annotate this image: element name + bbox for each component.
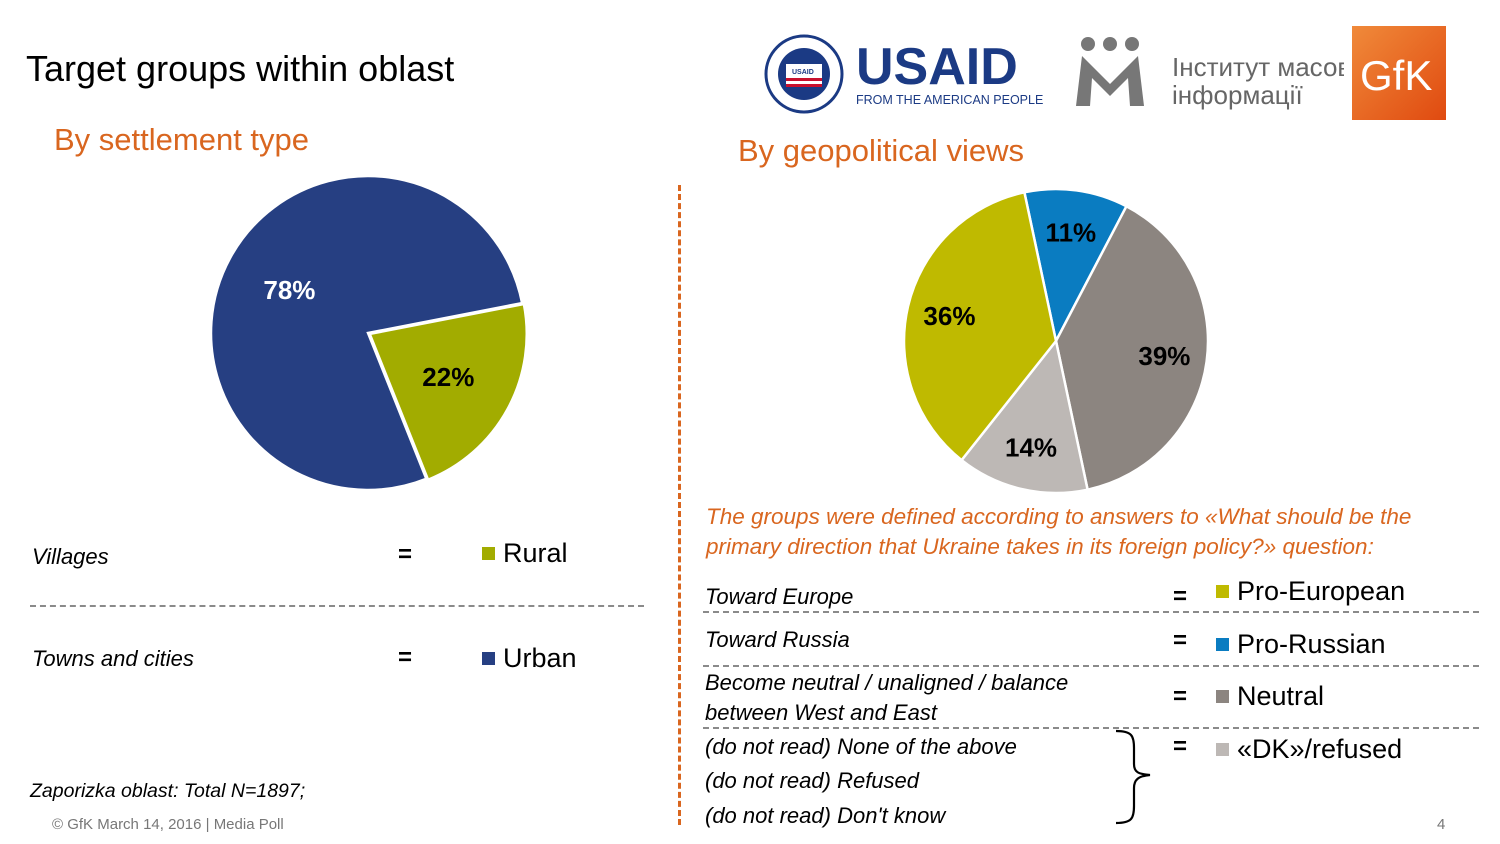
pie-label-neutral: 39%	[1138, 341, 1190, 371]
row-label-towns: Towns and cities	[32, 646, 194, 671]
row-label-dont-know: (do not read) Don't know	[705, 803, 946, 828]
pie-slice-pro-russian	[1022, 187, 1129, 345]
pie-slice-urban	[209, 174, 524, 492]
equals-sign: =	[1173, 733, 1188, 760]
legend-swatch-pro-russian	[1216, 637, 1229, 651]
legend-item-rural: Rural	[482, 538, 568, 568]
pie-slice-rural	[368, 302, 529, 482]
legend-label-pro-russian: Pro-Russian	[1237, 629, 1386, 659]
equals-sign: =	[1173, 627, 1188, 654]
page-number: 4	[1437, 816, 1446, 833]
row-divider	[703, 665, 1479, 667]
legend-item-neutral: Neutral	[1216, 681, 1324, 711]
imi-logo: Інститут масової інформації	[1074, 36, 1373, 112]
page-title: Target groups within oblast	[26, 48, 455, 89]
footer-copyright: © GfK March 14, 2016 | Media Poll	[52, 816, 284, 833]
legend-swatch-urban	[482, 651, 495, 665]
usaid-tagline: FROM THE AMERICAN PEOPLE	[856, 93, 1043, 107]
pie-slice-dk-refused	[959, 338, 1090, 495]
legend-label-pro-european: Pro-European	[1237, 576, 1406, 606]
section-divider	[678, 185, 681, 825]
equals-sign: =	[1173, 683, 1188, 710]
usaid-logo: USAID USAID FROM THE AMERICAN PEOPLE	[764, 34, 1054, 114]
svg-text:USAID: USAID	[792, 69, 814, 76]
legend-swatch-rural	[482, 546, 495, 560]
legend-label-dk-refused: «DK»/refused	[1237, 734, 1403, 764]
legend-swatch-pro-european	[1216, 584, 1229, 598]
pie-label-pro-european: 36%	[923, 301, 975, 331]
row-label-refused: (do not read) Refused	[705, 768, 920, 793]
equals-sign: =	[1173, 583, 1188, 610]
legend-label-urban: Urban	[503, 643, 577, 673]
pie-label-urban: 78%	[263, 275, 315, 305]
row-label-villages: Villages	[32, 544, 109, 569]
usaid-seal-icon: USAID USAID FROM THE AMERICAN PEOPLE	[764, 34, 1043, 114]
row-divider	[703, 727, 1479, 729]
sample-note: Zaporizka oblast: Total N=1897;	[30, 780, 306, 802]
equals-sign: =	[398, 541, 413, 568]
equals-sign: =	[398, 644, 413, 671]
legend-swatch-dk-refused	[1216, 742, 1229, 756]
row-divider	[30, 605, 644, 607]
pie-label-dk-refused: 14%	[1005, 433, 1057, 463]
row-label-toward-russia: Toward Russia	[705, 627, 850, 652]
imi-emblem-icon: Інститут масової інформації	[1076, 37, 1373, 110]
row-label-neutral-line1: Become neutral / unaligned / balance	[705, 670, 1069, 695]
legend-label-rural: Rural	[503, 538, 568, 568]
legend-label-neutral: Neutral	[1237, 681, 1325, 711]
usaid-wordmark: USAID	[856, 38, 1018, 96]
section-title-settlement: By settlement type	[54, 122, 310, 157]
gfk-logo-icon: GfK	[1352, 26, 1446, 120]
row-label-neutral-line2: between West and East	[705, 700, 937, 725]
row-label-none-of-above: (do not read) None of the above	[705, 734, 1017, 759]
gfk-wordmark: GfK	[1360, 52, 1432, 99]
legend-item-urban: Urban	[482, 643, 577, 673]
legend-item-dk-refused: «DK»/refused	[1216, 734, 1402, 764]
row-label-toward-europe: Toward Europe	[705, 584, 854, 609]
imi-name-line1: Інститут масової	[1172, 52, 1344, 82]
legend-item-pro-european: Pro-European	[1216, 576, 1405, 606]
legend-item-pro-russian: Pro-Russian	[1216, 629, 1386, 659]
row-divider	[703, 611, 1479, 613]
section-title-geopolitical: By geopolitical views	[738, 133, 1025, 168]
legend-swatch-neutral	[1216, 689, 1229, 703]
question-note-line2: primary direction that Ukraine takes in …	[706, 534, 1374, 559]
right-brace-icon	[1115, 729, 1151, 825]
settlement-pie-chart: 78% 22%	[209, 174, 529, 492]
gfk-logo: GfK	[1352, 26, 1446, 120]
pie-label-pro-russian: 11%	[1046, 218, 1097, 248]
question-note-line1: The groups were defined according to ans…	[706, 504, 1412, 529]
imi-name-line2: інформації	[1172, 80, 1303, 110]
pie-slice-pro-european	[902, 190, 1058, 462]
pie-slice-neutral	[1054, 204, 1210, 492]
geopolitical-pie-chart: 11% 39% 14% 36%	[902, 187, 1210, 495]
pie-label-rural: 22%	[422, 362, 474, 392]
